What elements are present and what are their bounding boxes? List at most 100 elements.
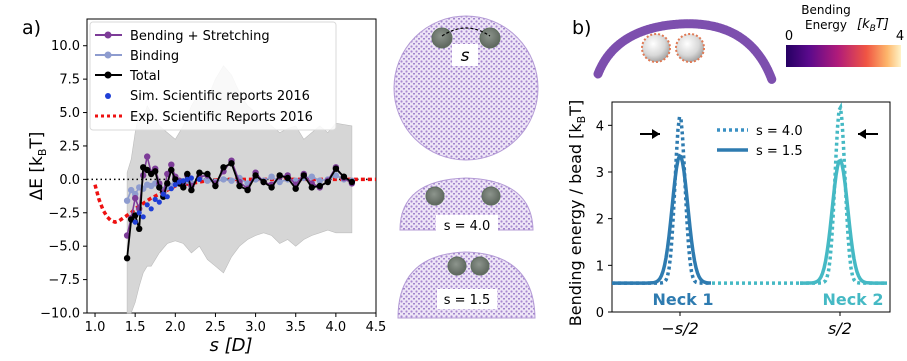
series-total-point (156, 184, 163, 191)
series-total-point (332, 165, 340, 172)
series-binding-point (228, 177, 235, 184)
series-total-point (316, 182, 323, 190)
series-total-point (220, 164, 227, 171)
panel-b-legend: s = 4.0 s = 1.5 (717, 124, 803, 159)
legend-label-sim: Sim. Scientific reports 2016 (130, 89, 310, 104)
ylabel-a-end: T] (27, 132, 47, 150)
legend-marker-bending (104, 31, 112, 39)
series-binding-point (308, 173, 315, 180)
series-total-point (292, 185, 299, 192)
snapshot-low-label: s = 1.5 (444, 293, 491, 308)
snapshot-distance-arc (441, 27, 491, 37)
snapshot-low-particle-left (447, 256, 467, 276)
series-sim-point (188, 175, 194, 181)
series-total-point (228, 160, 235, 167)
panel-b-label: b) (572, 17, 591, 39)
series-total-point (144, 166, 151, 174)
neck-1-label: Neck 1 (652, 290, 713, 309)
legend-marker-binding (104, 51, 112, 59)
panel-b-frame (611, 101, 891, 313)
series-bending-stretching-point (144, 153, 151, 160)
snapshot-mid-label-box (436, 215, 498, 235)
y-tick-label: 10.0 (51, 39, 80, 54)
snapshot-top-particle-right (479, 27, 501, 49)
series-total-point (324, 178, 331, 186)
y-tick-label: 5.0 (59, 106, 80, 121)
neck1-solid-line (612, 153, 711, 285)
panel-a-label: a) (22, 17, 41, 39)
y-tick-label-b: 1 (596, 259, 604, 274)
series-sim-point (156, 199, 162, 205)
y-tick-label: −7.5 (48, 273, 80, 288)
series-sim-point (172, 182, 178, 188)
panel-a-frame (86, 18, 377, 314)
series-bending-stretching-point (168, 161, 175, 168)
x-tick-label: 2.5 (205, 320, 226, 335)
series-sim-point (184, 176, 190, 182)
series-binding-point (128, 186, 135, 194)
series-total-point (348, 178, 356, 186)
legend-b-label-s15: s = 1.5 (756, 144, 803, 159)
series-binding-point (276, 178, 283, 186)
peak-arrow-right (858, 129, 878, 139)
panel-a-ylabel: ΔE [kBT] (27, 132, 49, 201)
y-tick-label-b: 3 (596, 166, 604, 181)
y-tick-label-b: 2 (596, 213, 604, 228)
series-binding-point (204, 177, 211, 184)
snapshot-low-label-box (437, 289, 497, 309)
y-tick-label: 7.5 (59, 73, 80, 88)
colorbar-min: 0 (785, 29, 793, 44)
svg-text:Bending energy / bead [kBT]: Bending energy / bead [kBT] (566, 100, 588, 326)
y-tick-label: 2.5 (59, 139, 80, 154)
colorbar-title-2: Energy (805, 18, 847, 32)
panel-a-xlabel: s [D] (209, 335, 252, 356)
x-tick-label: 2.0 (165, 320, 186, 335)
x-tick-label: 4.5 (366, 320, 387, 335)
snapshot-low-particle-right (470, 256, 490, 276)
ylabel-b-sub: B (575, 116, 588, 124)
series-total-point (168, 166, 175, 174)
y-tick-label: 0.0 (59, 173, 80, 188)
ylabel-b-end: T] (566, 100, 585, 117)
snapshot-mid-label: s = 4.0 (444, 219, 491, 234)
colorbar-unit-end: T] (876, 17, 889, 32)
series-total-point (132, 212, 139, 219)
series-total-point (268, 184, 275, 191)
series-sim-point (176, 179, 182, 185)
y-tick-label: −2.5 (48, 206, 80, 221)
series-total-point (128, 216, 135, 223)
series-sim-point (140, 214, 146, 220)
series-sim-point (132, 219, 138, 225)
series-total-point (180, 184, 187, 191)
neck-2-label: Neck 2 (822, 290, 883, 309)
legend-label-exp: Exp. Scientific Reports 2016 (130, 110, 313, 125)
series-sim-point (144, 202, 150, 208)
series-binding-point (316, 177, 323, 184)
y-tick-label: −10.0 (40, 307, 80, 322)
x-tick-label: 3.5 (285, 320, 306, 335)
legend-label-binding: Binding (130, 49, 179, 64)
series-sim-point (160, 191, 166, 197)
series-total-point (284, 174, 291, 182)
series-sim-point (148, 206, 154, 212)
membrane-snapshots: s s = 4.0 s = 1.5 (393, 15, 539, 319)
series-total-point (136, 225, 143, 232)
colorbar-gradient (786, 45, 901, 67)
arch-particle-left (641, 33, 671, 63)
x-tick-label-b: −s/2 (661, 319, 698, 338)
series-sim-point (164, 194, 170, 200)
y-tick-label-b: 4 (596, 119, 604, 134)
x-tick-label: 1.0 (85, 320, 106, 335)
peak-arrow-left (640, 129, 660, 139)
series-bending-stretching-point (132, 194, 139, 202)
series-total-point (196, 169, 203, 176)
snapshot-top-particle-left (431, 27, 453, 49)
legend-marker-sim (105, 93, 111, 99)
legend-a-box (89, 21, 337, 131)
colorbar-unit-sub: B (870, 24, 876, 34)
arch-membrane (593, 19, 777, 85)
series-binding-point (332, 172, 340, 179)
series-sim-point (168, 186, 174, 192)
series-total-point (308, 184, 315, 191)
